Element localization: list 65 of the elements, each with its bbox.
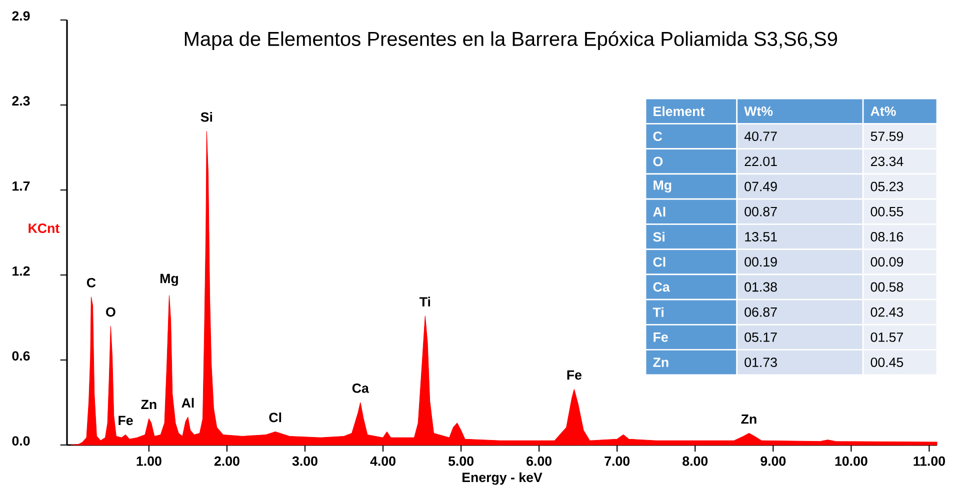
text: Mapa de Elementos Presentes en la Barrera Epóxica Poliamida S3,S6,S9: [184, 31, 838, 50]
annotation: 01.38: [744, 282, 777, 292]
annotation: O: [653, 156, 663, 166]
annotation: 00.55: [870, 206, 904, 216]
annotation: Mg: [160, 274, 178, 286]
annotation: 00.09: [870, 257, 904, 267]
annotation: 13.51: [745, 232, 777, 242]
x-tick-label: 1.00: [136, 456, 162, 466]
annotation: Al: [653, 206, 666, 216]
annotation: Wt%: [744, 106, 773, 116]
y-tick-label: 2.3: [12, 96, 30, 106]
annotation: 00.58: [870, 282, 904, 292]
annotation: Al: [182, 398, 194, 408]
annotation: 01.73: [744, 358, 777, 368]
annotation: Fe: [118, 416, 133, 426]
y-tick-label: 0.6: [12, 351, 30, 361]
annotation: Fe: [567, 370, 582, 380]
annotation: 05.23: [870, 182, 904, 192]
x-axis-title: Energy - keV: [462, 472, 542, 485]
annotation: Ca: [653, 282, 670, 292]
annotation: Ca: [352, 383, 369, 393]
annotation: 01.57: [870, 332, 903, 342]
annotation: Zn: [141, 400, 156, 410]
annotation: Ti: [419, 296, 430, 306]
x-tick-label: 5.00: [448, 456, 474, 466]
y-tick-label: 1.7: [12, 181, 30, 191]
annotation: 00.45: [870, 358, 904, 368]
annotation: Zn: [653, 358, 668, 367]
annotation: Zn: [741, 414, 756, 424]
annotation: C: [86, 278, 96, 288]
annotation: Element: [654, 106, 704, 116]
x-tick-label: 7.00: [604, 456, 630, 466]
annotation: Fe: [654, 332, 668, 342]
annotation: 57.59: [870, 132, 904, 142]
annotation: Si: [200, 112, 212, 122]
x-tick-label: 2.00: [214, 456, 240, 466]
annotation: Ti: [652, 307, 664, 317]
annotation: 06.87: [744, 307, 777, 317]
annotation: 02.43: [870, 307, 904, 317]
y-tick-label: 2.9: [12, 11, 30, 21]
x-tick-label: 6.00: [526, 456, 552, 466]
annotation: 08.16: [870, 232, 904, 242]
annotation: 40.77: [744, 132, 777, 142]
annotation: 00.19: [744, 257, 777, 267]
annotation: C: [653, 132, 662, 142]
annotation: 05.17: [744, 332, 777, 342]
annotation: Si: [653, 232, 664, 242]
annotation: 00.87: [744, 206, 777, 216]
x-tick-label: 11.00: [914, 456, 945, 466]
annotation: Cl: [653, 256, 666, 267]
x-tick-label: 10.00: [835, 456, 868, 466]
annotation: 22.01: [744, 156, 777, 166]
x-tick-label: 3.00: [292, 456, 318, 466]
annotation: Cl: [269, 412, 282, 422]
y-axis-title: KCnt: [28, 224, 60, 233]
annotation: At%: [870, 106, 896, 116]
x-tick-label: 9.00: [760, 456, 786, 466]
x-tick-label: 4.00: [370, 456, 396, 466]
x-tick-label: 8.00: [682, 456, 708, 466]
y-tick-label: 1.2: [12, 266, 30, 276]
annotation: 23.34: [870, 156, 904, 166]
y-tick-label: 0.0: [12, 436, 30, 446]
annotation: 07.49: [744, 182, 777, 192]
annotation: O: [106, 307, 116, 317]
annotation: Mg: [654, 180, 672, 193]
